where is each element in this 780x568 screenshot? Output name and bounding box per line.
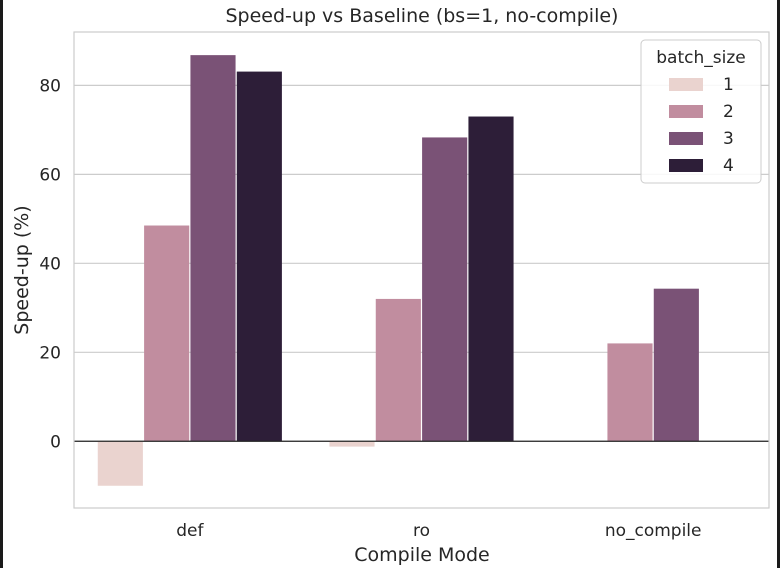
bar-def-bs1 — [97, 441, 143, 486]
bars — [97, 55, 699, 486]
y-tick-label: 0 — [50, 432, 61, 452]
x-axis-ticks: def ro no_compile — [176, 521, 701, 541]
bar-def-bs4 — [236, 71, 282, 442]
x-tick-label: ro — [413, 521, 430, 541]
y-axis-label: Speed-up (%) — [11, 205, 33, 334]
legend-label: 4 — [723, 156, 734, 176]
y-tick-label: 60 — [39, 165, 61, 185]
legend-swatch — [669, 159, 703, 172]
bar-ro-bs2 — [375, 298, 421, 442]
legend-label: 3 — [723, 129, 734, 149]
bar-def-bs3 — [190, 55, 236, 442]
legend-label: 1 — [723, 75, 734, 95]
legend-swatch — [669, 78, 703, 91]
y-tick-label: 20 — [39, 343, 61, 363]
plot-frame — [73, 31, 770, 509]
legend: batch_size 1 2 3 4 — [640, 39, 762, 184]
y-axis-ticks: 0 20 40 60 80 — [39, 76, 61, 452]
window-edge-right — [777, 0, 780, 568]
y-tick-label: 80 — [39, 76, 61, 96]
bar-def-bs2 — [144, 225, 190, 442]
bar-ro-bs4 — [468, 116, 514, 442]
x-tick-label: no_compile — [605, 521, 702, 541]
window-edge-left — [0, 0, 3, 568]
bar-no_compile-bs3 — [653, 288, 699, 442]
x-tick-label: def — [176, 521, 204, 541]
legend-swatch — [669, 132, 703, 145]
legend-swatch — [669, 105, 703, 118]
legend-label: 2 — [723, 102, 734, 122]
bar-ro-bs1 — [329, 441, 375, 447]
legend-title: batch_size — [656, 48, 745, 68]
x-axis-label: Compile Mode — [354, 544, 490, 566]
bar-ro-bs3 — [422, 137, 468, 442]
bar-no_compile-bs2 — [607, 343, 653, 442]
chart-title: Speed-up vs Baseline (bs=1, no-compile) — [226, 5, 619, 27]
y-tick-label: 40 — [39, 254, 61, 274]
